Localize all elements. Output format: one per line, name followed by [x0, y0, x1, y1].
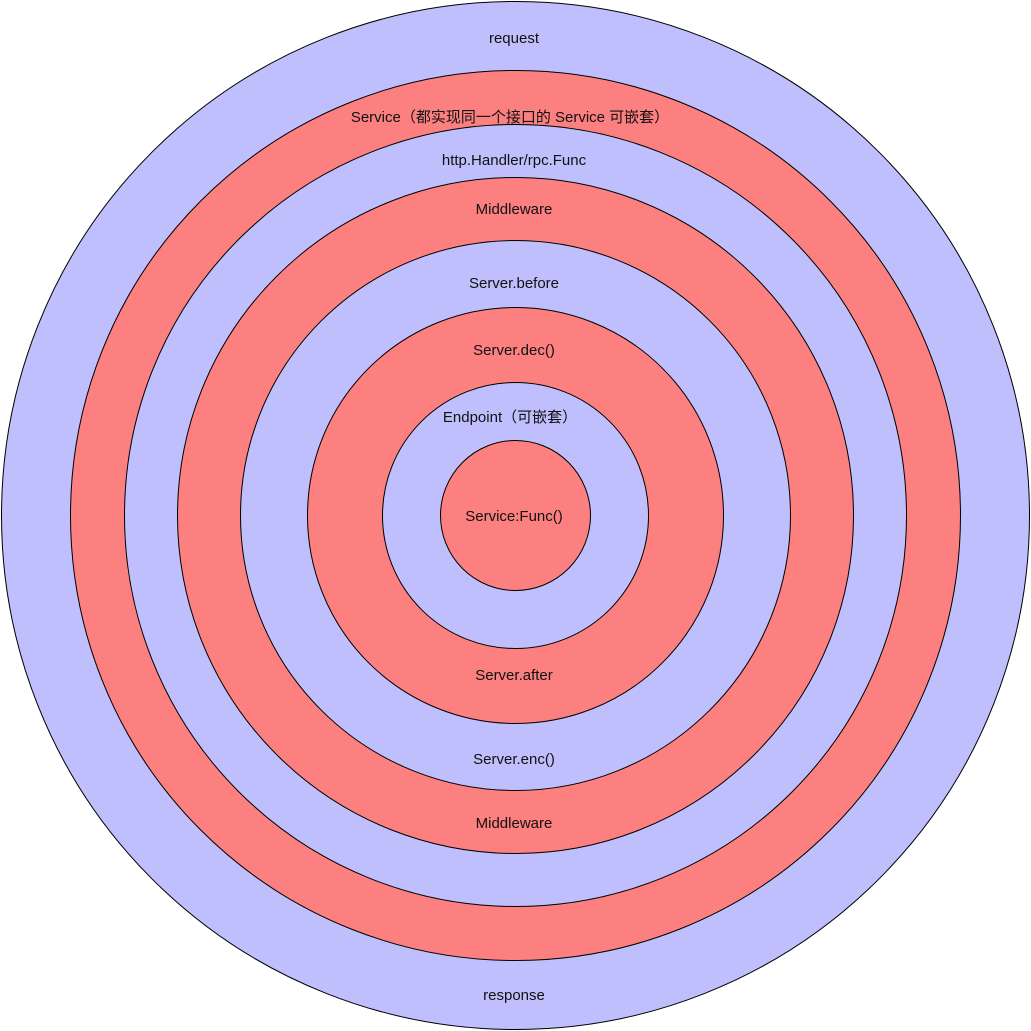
- service-label: Service（都实现同一个接口的 Service 可嵌套）: [351, 109, 669, 126]
- server-after-label: Server.after: [475, 667, 553, 684]
- middleware-bottom-label: Middleware: [476, 815, 553, 832]
- http-handler-label: http.Handler/rpc.Func: [442, 152, 587, 169]
- server-dec-label: Server.dec(): [473, 342, 555, 359]
- request-label: request: [489, 30, 540, 47]
- server-enc-label: Server.enc(): [473, 751, 555, 768]
- ring-service-func: [440, 440, 591, 591]
- endpoint-label: Endpoint（可嵌套）: [443, 409, 577, 426]
- service-func-label: Service:Func(): [465, 508, 563, 525]
- server-before-label: Server.before: [469, 275, 559, 292]
- response-label: response: [483, 987, 545, 1004]
- middleware-top-label: Middleware: [476, 201, 553, 218]
